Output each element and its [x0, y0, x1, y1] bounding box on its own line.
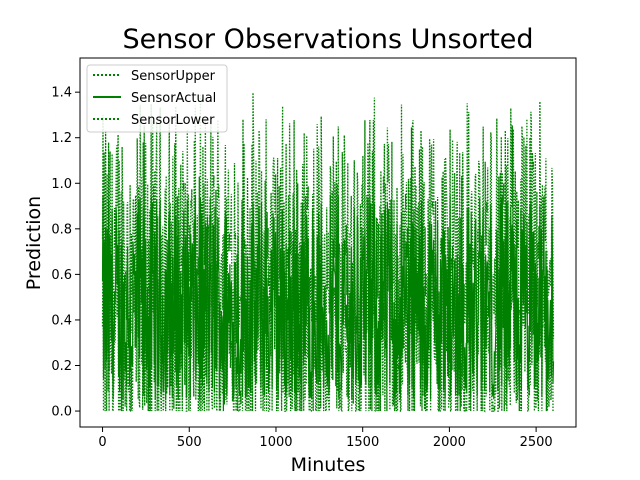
- y-tick-label: 0.8: [51, 222, 72, 237]
- y-tick-label: 0.2: [51, 359, 72, 374]
- x-tick-label: 1000: [259, 435, 292, 450]
- legend-box: [86, 64, 228, 133]
- legend-label-actual: SensorActual: [131, 91, 216, 106]
- x-axis-label: Minutes: [291, 454, 366, 476]
- legend-label-lower: SensorLower: [131, 113, 215, 128]
- y-tick-label: 0.6: [51, 268, 72, 283]
- legend: SensorUpper SensorActual SensorLower: [86, 64, 228, 133]
- y-tick-label: 0.4: [51, 313, 72, 328]
- y-tick-label: 1.0: [51, 177, 72, 192]
- x-tick-label: 2500: [520, 435, 553, 450]
- x-tick-label: 0: [98, 435, 106, 450]
- series-line-lower: [101, 205, 554, 413]
- legend-label-upper: SensorUpper: [131, 69, 216, 84]
- x-tick-label: 1500: [346, 435, 379, 450]
- y-axis-label: Prediction: [23, 196, 45, 290]
- chart-title: Sensor Observations Unsorted: [122, 24, 533, 55]
- plot-frame: [79, 57, 577, 428]
- x-tick-label: 500: [177, 435, 202, 450]
- x-tick-label: 2000: [433, 435, 466, 450]
- y-axis-ticks: 0.0 0.2 0.4 0.6 0.8 1.0 1.2 1.4: [51, 86, 80, 420]
- y-tick-label: 0.0: [51, 405, 72, 420]
- y-tick-label: 1.2: [51, 131, 72, 146]
- y-tick-label: 1.4: [51, 86, 72, 101]
- series-line-actual: [101, 194, 555, 400]
- series-layer: [101, 92, 555, 413]
- x-axis-ticks: 0 500 1000 1500 2000 2500: [98, 427, 553, 450]
